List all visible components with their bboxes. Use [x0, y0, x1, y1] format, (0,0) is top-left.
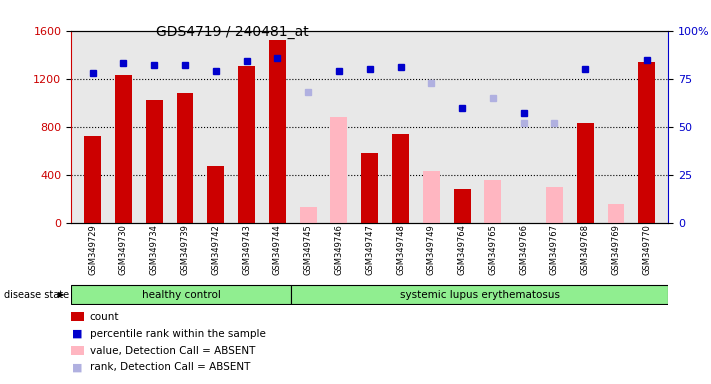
Bar: [392, 134, 409, 223]
Text: ▶: ▶: [58, 290, 65, 299]
Text: ■: ■: [73, 329, 82, 339]
Text: value, Detection Call = ABSENT: value, Detection Call = ABSENT: [90, 346, 255, 356]
Bar: [115, 75, 132, 223]
Text: healthy control: healthy control: [141, 290, 220, 300]
Bar: [331, 117, 348, 223]
Bar: [291, 285, 668, 304]
Bar: [423, 171, 440, 223]
Text: ■: ■: [73, 362, 82, 372]
Bar: [71, 285, 291, 304]
Text: disease state: disease state: [4, 290, 69, 300]
Bar: [546, 187, 563, 223]
Bar: [299, 207, 316, 223]
Bar: [607, 204, 624, 223]
Bar: [577, 123, 594, 223]
Bar: [454, 189, 471, 223]
Text: percentile rank within the sample: percentile rank within the sample: [90, 329, 265, 339]
Text: GDS4719 / 240481_at: GDS4719 / 240481_at: [156, 25, 309, 39]
Bar: [176, 93, 193, 223]
Text: count: count: [90, 312, 119, 322]
Bar: [484, 180, 501, 223]
Bar: [638, 62, 656, 223]
Bar: [146, 100, 163, 223]
Text: rank, Detection Call = ABSENT: rank, Detection Call = ABSENT: [90, 362, 250, 372]
Bar: [238, 66, 255, 223]
Bar: [361, 153, 378, 223]
Text: systemic lupus erythematosus: systemic lupus erythematosus: [400, 290, 560, 300]
Bar: [84, 136, 101, 223]
Bar: [208, 166, 224, 223]
Bar: [269, 40, 286, 223]
